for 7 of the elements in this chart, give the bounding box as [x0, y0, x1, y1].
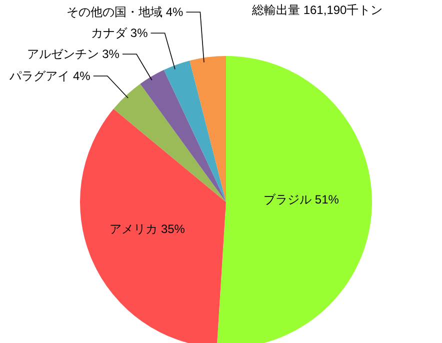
- slice-label: アメリカ 35%: [110, 222, 186, 236]
- slice-label: パラグアイ 4%: [8, 68, 91, 83]
- slice-label: ブラジル 51%: [264, 192, 340, 207]
- slice-label: その他の国・地域 4%: [66, 5, 184, 20]
- slice-label: アルゼンチン 3%: [26, 47, 120, 62]
- text: 総輸出量 161,190千トン: [252, 2, 383, 19]
- slice-label: カナダ 3%: [91, 26, 148, 40]
